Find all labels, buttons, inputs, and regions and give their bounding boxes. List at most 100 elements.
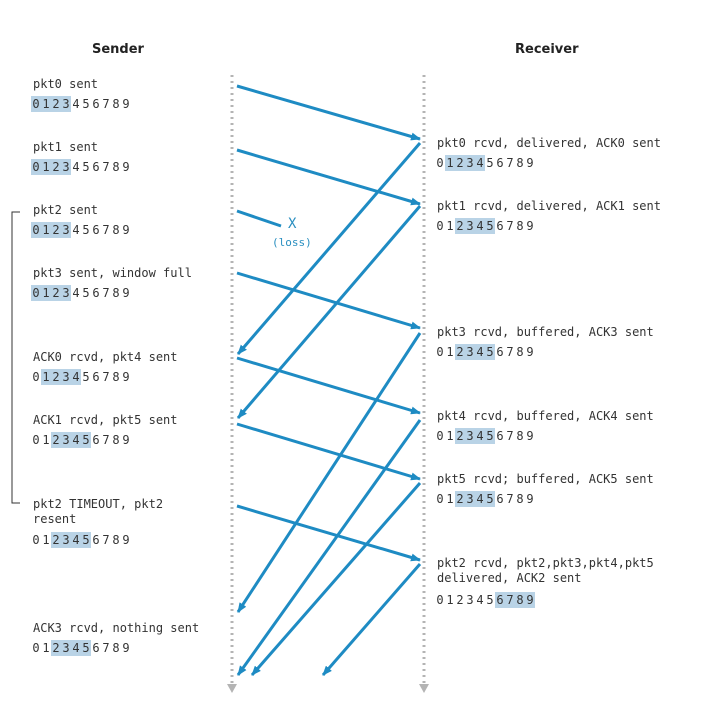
seq-number-7: 7 <box>506 492 514 506</box>
sender-event-1: pkt1 sent <box>33 140 99 154</box>
seq-number-8: 8 <box>112 370 120 384</box>
seq-number-2: 2 <box>455 155 465 171</box>
seq-number-7: 7 <box>102 641 110 655</box>
seq-number-3: 3 <box>61 532 71 548</box>
pkt1-arrow <box>236 148 421 206</box>
seq-number-6: 6 <box>92 160 100 174</box>
receiver-event-5: pkt2 rcvd, pkt2,pkt3,pkt4,pkt5 delivered… <box>437 556 654 585</box>
seq-number-1: 1 <box>41 285 51 301</box>
sender-event-5: ACK1 rcvd, pkt5 sent <box>33 413 178 427</box>
receiver-event-3: pkt4 rcvd, buffered, ACK4 sent <box>437 409 654 423</box>
seq-number-4: 4 <box>72 286 80 300</box>
seq-number-6: 6 <box>496 219 504 233</box>
seq-number-4: 4 <box>475 344 485 360</box>
seq-number-5: 5 <box>82 286 90 300</box>
seq-number-1: 1 <box>446 593 454 607</box>
seq-number-1: 1 <box>42 533 50 547</box>
seq-number-7: 7 <box>506 429 514 443</box>
seq-number-5: 5 <box>485 344 495 360</box>
receiver-header: Receiver <box>515 42 579 57</box>
seq-number-8: 8 <box>112 433 120 447</box>
seq-number-8: 8 <box>112 286 120 300</box>
seq-number-0: 0 <box>436 492 444 506</box>
seq-number-1: 1 <box>42 641 50 655</box>
seq-number-4: 4 <box>71 532 81 548</box>
seq-number-0: 0 <box>32 370 40 384</box>
seq-number-3: 3 <box>465 155 475 171</box>
seq-number-2: 2 <box>455 491 465 507</box>
seq-number-7: 7 <box>506 345 514 359</box>
seq-number-4: 4 <box>475 428 485 444</box>
seq-number-8: 8 <box>516 429 524 443</box>
seq-number-0: 0 <box>436 345 444 359</box>
seq-number-8: 8 <box>515 592 525 608</box>
seq-number-1: 1 <box>42 433 50 447</box>
seq-number-0: 0 <box>436 429 444 443</box>
seq-number-9: 9 <box>122 533 130 547</box>
seq-number-6: 6 <box>496 492 504 506</box>
seq-number-8: 8 <box>516 219 524 233</box>
seq-number-2: 2 <box>51 159 61 175</box>
loss-x-mark: X <box>288 216 297 232</box>
sender-event-7: ACK3 rcvd, nothing sent <box>33 621 200 635</box>
seq-number-6: 6 <box>92 641 100 655</box>
seq-number-6: 6 <box>496 429 504 443</box>
seq-number-8: 8 <box>516 492 524 506</box>
seq-number-7: 7 <box>506 156 514 170</box>
seq-number-8: 8 <box>516 345 524 359</box>
seq-number-8: 8 <box>112 160 120 174</box>
ack5-arrow <box>250 482 422 676</box>
seq-number-6: 6 <box>92 370 100 384</box>
seq-number-5: 5 <box>486 156 494 170</box>
seq-number-4: 4 <box>71 640 81 656</box>
seq-number-2: 2 <box>51 96 61 112</box>
seq-number-7: 7 <box>102 160 110 174</box>
sender-event-2: pkt2 sent <box>33 203 99 217</box>
seq-number-2: 2 <box>51 285 61 301</box>
seq-number-9: 9 <box>122 223 130 237</box>
seq-number-5: 5 <box>82 223 90 237</box>
seq-number-1: 1 <box>446 492 454 506</box>
seq-number-9: 9 <box>526 345 534 359</box>
seq-number-6: 6 <box>92 97 100 111</box>
seq-number-5: 5 <box>81 532 91 548</box>
seq-number-3: 3 <box>466 593 474 607</box>
sender-event-6: pkt2 TIMEOUT, pkt2 resent <box>33 497 164 526</box>
seq-number-3: 3 <box>465 218 475 234</box>
seq-number-0: 0 <box>436 219 444 233</box>
seq-number-4: 4 <box>475 218 485 234</box>
seq-number-9: 9 <box>122 641 130 655</box>
seq-number-5: 5 <box>485 218 495 234</box>
seq-number-5: 5 <box>82 97 90 111</box>
seq-number-6: 6 <box>92 223 100 237</box>
seq-number-9: 9 <box>526 429 534 443</box>
seq-number-6: 6 <box>495 592 505 608</box>
seq-number-1: 1 <box>446 429 454 443</box>
seq-number-0: 0 <box>31 159 41 175</box>
seq-number-6: 6 <box>92 433 100 447</box>
seq-number-2: 2 <box>51 532 61 548</box>
pkt3-arrow <box>236 271 421 330</box>
seq-number-3: 3 <box>61 96 71 112</box>
seq-number-4: 4 <box>71 369 81 385</box>
seq-number-5: 5 <box>82 370 90 384</box>
seq-number-7: 7 <box>102 533 110 547</box>
seq-number-9: 9 <box>122 160 130 174</box>
ack1-arrow <box>236 205 422 419</box>
seq-number-2: 2 <box>51 222 61 238</box>
seq-number-7: 7 <box>102 97 110 111</box>
seq-number-8: 8 <box>112 223 120 237</box>
timeout-bracket <box>11 211 20 504</box>
pkt2-resent-arrow <box>236 504 421 562</box>
seq-number-7: 7 <box>102 223 110 237</box>
seq-number-9: 9 <box>122 286 130 300</box>
sender-event-0: pkt0 sent <box>33 77 99 91</box>
